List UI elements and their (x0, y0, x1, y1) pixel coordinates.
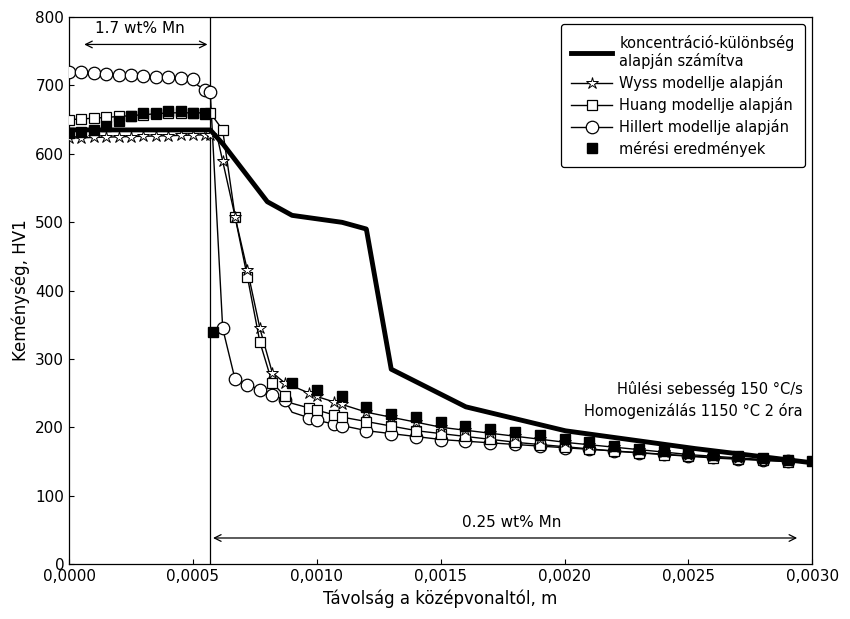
Legend: koncentráció-különbség
alapján számítva, Wyss modellje alapján, Huang modellje a: koncentráció-különbség alapján számítva,… (561, 24, 805, 167)
Text: Hûlési sebesség 150 °C/s
Homogenizálás 1150 °C 2 óra: Hûlési sebesség 150 °C/s Homogenizálás 1… (584, 381, 802, 419)
X-axis label: Távolság a középvonaltól, m: Távolság a középvonaltól, m (324, 589, 558, 608)
Y-axis label: Keménység, HV1: Keménység, HV1 (11, 220, 30, 361)
Text: 1.7 wt% Mn: 1.7 wt% Mn (94, 20, 184, 35)
Text: 0.25 wt% Mn: 0.25 wt% Mn (462, 515, 561, 530)
